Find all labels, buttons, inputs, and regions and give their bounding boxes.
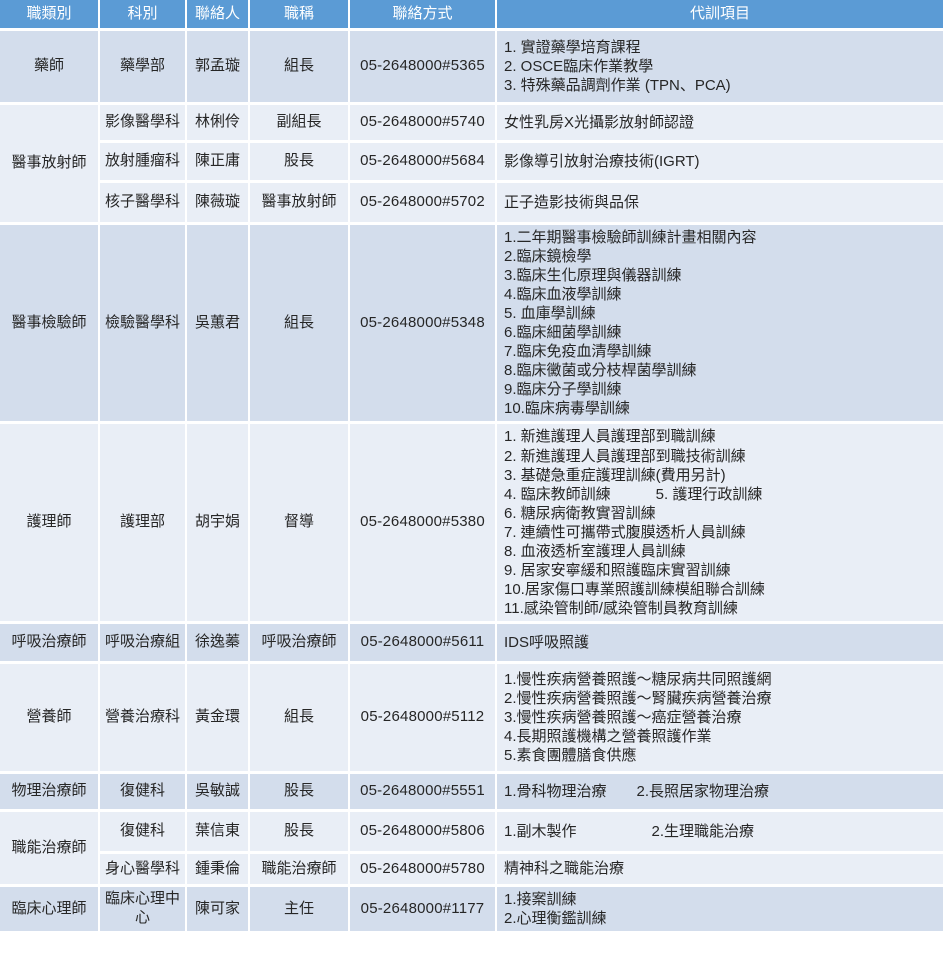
cell-phone: 05-2648000#5684	[350, 143, 497, 183]
cell-category: 藥師	[0, 31, 100, 105]
cell-title: 股長	[250, 143, 350, 183]
cell-title: 股長	[250, 773, 350, 812]
cell-items: 1.骨科物理治療 2.長照居家物理治療	[497, 773, 945, 812]
table-row: 臨床心理師 臨床心理中心 陳可家 主任 05-2648000#1177 1.接案…	[0, 886, 945, 935]
cell-items: 影像導引放射治療技術(IGRT)	[497, 143, 945, 183]
cell-dept: 護理部	[100, 424, 187, 624]
cell-category: 物理治療師	[0, 773, 100, 812]
cell-dept: 復健科	[100, 773, 187, 812]
cell-dept: 復健科	[100, 811, 187, 854]
table-row: 醫事檢驗師 檢驗醫學科 吳蕙君 組長 05-2648000#5348 1.二年期…	[0, 225, 945, 425]
cell-category: 醫事放射師	[0, 105, 100, 225]
cell-dept: 呼吸治療組	[100, 623, 187, 664]
cell-contact: 徐逸蓁	[187, 623, 250, 664]
training-table: 職類別 科別 聯絡人 職稱 聯絡方式 代訓項目 藥師 藥學部 郭孟璇 組長 05…	[0, 0, 945, 935]
cell-items: IDS呼吸照護	[497, 623, 945, 664]
cell-contact: 鍾秉倫	[187, 853, 250, 887]
cell-title: 職能治療師	[250, 853, 350, 887]
column-header-contact: 聯絡人	[187, 0, 250, 31]
table-row: 職能治療師 復健科 葉信東 股長 05-2648000#5806 1.副木製作 …	[0, 811, 945, 887]
cell-contact: 陳可家	[187, 886, 250, 935]
table-row: 身心醫學科 鍾秉倫 職能治療師 05-2648000#5780 精神科之職能治療	[0, 853, 945, 887]
cell-phone: 05-2648000#1177	[350, 886, 497, 935]
cell-category: 臨床心理師	[0, 886, 100, 935]
cell-contact: 林俐伶	[187, 105, 250, 143]
cell-contact: 葉信東	[187, 811, 250, 854]
column-header-category: 職類別	[0, 0, 100, 31]
cell-items: 1.慢性疾病營養照護～糖尿病共同照護網 2.慢性疾病營養照護～腎臟疾病營養治療 …	[497, 663, 945, 774]
cell-dept: 營養治療科	[100, 663, 187, 774]
cell-phone: 05-2648000#5806	[350, 811, 497, 854]
cell-dept: 檢驗醫學科	[100, 225, 187, 425]
table-row: 護理師 護理部 胡宇娟 督導 05-2648000#5380 1. 新進護理人員…	[0, 424, 945, 624]
cell-dept: 臨床心理中心	[100, 886, 187, 935]
cell-phone: 05-2648000#5365	[350, 31, 497, 105]
cell-contact: 黃金環	[187, 663, 250, 774]
cell-dept: 核子醫學科	[100, 183, 187, 225]
cell-items: 1.副木製作 2.生理職能治療	[497, 811, 945, 854]
cell-items: 正子造影技術與品保	[497, 183, 945, 225]
cell-title: 主任	[250, 886, 350, 935]
cell-items: 1.二年期醫事檢驗師訓練計畫相關內容 2.臨床鏡檢學 3.臨床生化原理與儀器訓練…	[497, 225, 945, 425]
cell-phone: 05-2648000#5380	[350, 424, 497, 624]
cell-phone: 05-2648000#5740	[350, 105, 497, 143]
column-header-items: 代訓項目	[497, 0, 945, 31]
cell-title: 組長	[250, 225, 350, 425]
table-row: 藥師 藥學部 郭孟璇 組長 05-2648000#5365 1. 實證藥學培育課…	[0, 31, 945, 105]
table-row: 呼吸治療師 呼吸治療組 徐逸蓁 呼吸治療師 05-2648000#5611 ID…	[0, 623, 945, 664]
cell-title: 組長	[250, 31, 350, 105]
cell-items: 精神科之職能治療	[497, 853, 945, 887]
cell-contact: 吳敏誠	[187, 773, 250, 812]
cell-dept: 身心醫學科	[100, 853, 187, 887]
cell-phone: 05-2648000#5780	[350, 853, 497, 887]
cell-title: 督導	[250, 424, 350, 624]
cell-items: 1. 新進護理人員護理部到職訓練 2. 新進護理人員護理部到職技術訓練 3. 基…	[497, 424, 945, 624]
cell-phone: 05-2648000#5112	[350, 663, 497, 774]
cell-category: 呼吸治療師	[0, 623, 100, 664]
cell-title: 組長	[250, 663, 350, 774]
cell-category: 營養師	[0, 663, 100, 774]
cell-items: 1. 實證藥學培育課程 2. OSCE臨床作業教學 3. 特殊藥品調劑作業 (T…	[497, 31, 945, 105]
cell-phone: 05-2648000#5348	[350, 225, 497, 425]
cell-category: 職能治療師	[0, 811, 100, 887]
column-header-phone: 聯絡方式	[350, 0, 497, 31]
cell-phone: 05-2648000#5702	[350, 183, 497, 225]
cell-title: 呼吸治療師	[250, 623, 350, 664]
cell-contact: 陳薇璇	[187, 183, 250, 225]
cell-contact: 胡宇娟	[187, 424, 250, 624]
cell-category: 醫事檢驗師	[0, 225, 100, 425]
table-row: 放射腫瘤科 陳正庸 股長 05-2648000#5684 影像導引放射治療技術(…	[0, 143, 945, 183]
cell-title: 股長	[250, 811, 350, 854]
table-row: 營養師 營養治療科 黃金環 組長 05-2648000#5112 1.慢性疾病營…	[0, 663, 945, 774]
table-row: 醫事放射師 影像醫學科 林俐伶 副組長 05-2648000#5740 女性乳房…	[0, 105, 945, 225]
header-row: 職類別 科別 聯絡人 職稱 聯絡方式 代訓項目	[0, 0, 945, 31]
cell-dept: 影像醫學科	[100, 105, 187, 143]
column-header-dept: 科別	[100, 0, 187, 31]
cell-contact: 吳蕙君	[187, 225, 250, 425]
cell-title: 醫事放射師	[250, 183, 350, 225]
table-row: 核子醫學科 陳薇璇 醫事放射師 05-2648000#5702 正子造影技術與品…	[0, 183, 945, 225]
cell-dept: 藥學部	[100, 31, 187, 105]
cell-title: 副組長	[250, 105, 350, 143]
cell-phone: 05-2648000#5551	[350, 773, 497, 812]
cell-items: 1.接案訓練 2.心理衡鑑訓練	[497, 886, 945, 935]
cell-dept: 放射腫瘤科	[100, 143, 187, 183]
cell-contact: 陳正庸	[187, 143, 250, 183]
cell-contact: 郭孟璇	[187, 31, 250, 105]
table-row: 物理治療師 復健科 吳敏誠 股長 05-2648000#5551 1.骨科物理治…	[0, 773, 945, 812]
cell-category: 護理師	[0, 424, 100, 624]
cell-items: 女性乳房X光攝影放射師認證	[497, 105, 945, 143]
cell-phone: 05-2648000#5611	[350, 623, 497, 664]
column-header-title: 職稱	[250, 0, 350, 31]
